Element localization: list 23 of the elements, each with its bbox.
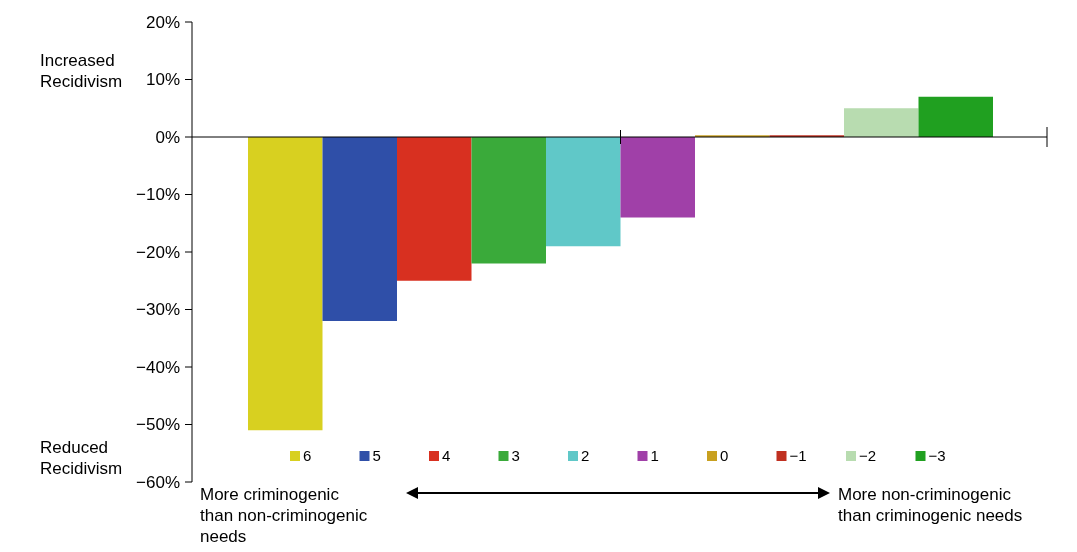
legend-label: 2	[581, 447, 590, 465]
legend-label: 3	[511, 447, 520, 465]
y-tick-label: 20%	[145, 12, 180, 32]
legend-label: 4	[442, 447, 451, 465]
y-tick-label: −50%	[136, 415, 180, 435]
y-tick-label: 10%	[145, 70, 180, 90]
text: Increased Recidivism	[40, 51, 123, 91]
y-tick-label: 0%	[155, 127, 180, 147]
text: More non-criminogenic than criminogenic needs	[838, 485, 1023, 525]
legend-label: 1	[650, 447, 659, 465]
legend-label: −1	[789, 447, 807, 465]
legend-label: −3	[928, 447, 946, 465]
legend-label: 6	[303, 447, 312, 465]
legend-label: 5	[372, 447, 381, 465]
y-tick-label: −30%	[136, 300, 180, 320]
y-tick-label: −10%	[136, 185, 180, 205]
y-tick-label: −20%	[136, 242, 180, 262]
legend-label: 0	[720, 447, 729, 465]
y-tick-label: −60%	[136, 472, 180, 492]
y-tick-label: −40%	[136, 357, 180, 377]
text: More criminogenic than non-criminogenic needs	[200, 485, 368, 546]
text: Reduced Recidivism	[40, 438, 123, 478]
legend-label: −2	[859, 447, 877, 465]
